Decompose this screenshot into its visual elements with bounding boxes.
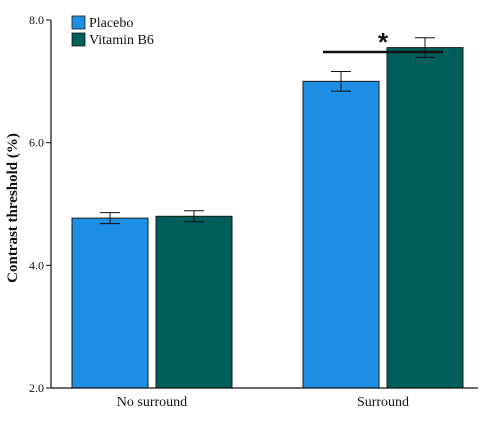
y-tick-label: 2.0 xyxy=(29,381,44,395)
legend-label: Vitamin B6 xyxy=(89,33,154,48)
x-tick-label: No surround xyxy=(117,395,187,410)
legend-swatch xyxy=(71,32,86,47)
legend: Placebo Vitamin B6 xyxy=(71,15,154,48)
axes-group: No surround Surround 2.0 4.0 6.0 8.0 xyxy=(29,13,478,410)
y-tick-label: 4.0 xyxy=(29,258,44,272)
bar xyxy=(386,47,464,389)
y-tick-label: 6.0 xyxy=(29,136,44,150)
bar xyxy=(155,215,233,389)
significance-group: * xyxy=(323,27,443,57)
legend-label: Placebo xyxy=(89,16,133,31)
significance-marker: * xyxy=(378,27,389,57)
error-bars-group xyxy=(100,37,435,225)
legend-swatch xyxy=(71,15,86,30)
bar xyxy=(302,80,380,389)
y-axis-title: Contrast threshold (%) xyxy=(5,133,21,283)
bars-group xyxy=(71,47,464,389)
y-tick-label: 8.0 xyxy=(29,13,44,27)
bar xyxy=(71,217,149,389)
x-tick-label: Surround xyxy=(357,395,409,410)
